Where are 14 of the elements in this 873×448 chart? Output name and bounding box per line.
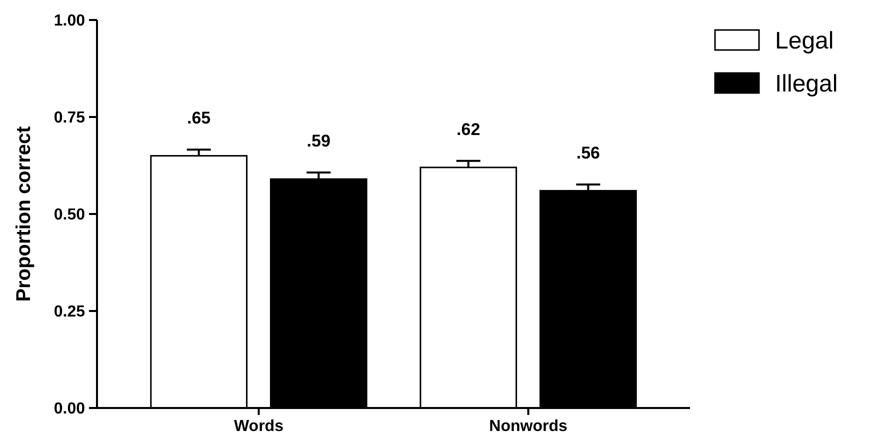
x-tick-label: Words — [234, 418, 284, 435]
legend-label: Legal — [775, 27, 834, 54]
data-label: .62 — [456, 120, 480, 139]
data-label: .56 — [576, 144, 600, 163]
x-tick-label: Nonwords — [489, 418, 568, 435]
y-tick-label: 0.50 — [54, 206, 86, 224]
legend-label: Illegal — [775, 70, 838, 98]
y-tick-label: 0.75 — [54, 110, 86, 127]
data-label: .65 — [187, 108, 211, 128]
y-tick-label: 0.25 — [54, 304, 86, 321]
y-tick-label: 1.00 — [54, 12, 86, 30]
y-axis-title: Proportion correct — [13, 126, 35, 302]
data-label: .59 — [306, 131, 330, 150]
y-tick-label: 0.00 — [54, 400, 86, 418]
